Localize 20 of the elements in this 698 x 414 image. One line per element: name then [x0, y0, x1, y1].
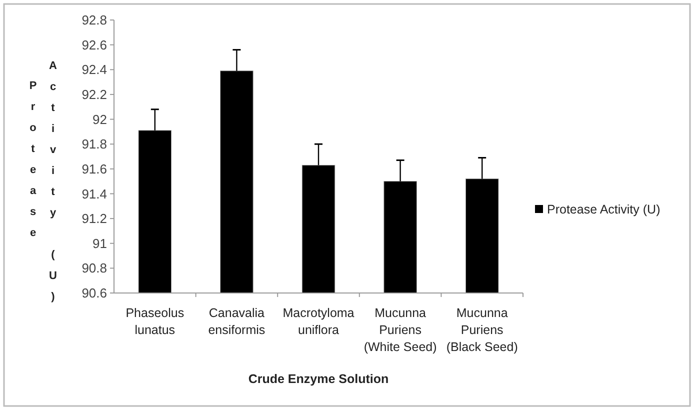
x-tick-label: Mucunna Puriens (White Seed): [364, 306, 437, 354]
x-tick-label: Macrotyloma uniflora: [282, 306, 354, 337]
y-tick-label: 92.8: [82, 12, 107, 28]
y-tick-label: 91.6: [82, 161, 107, 176]
y-tick-label: 91: [92, 236, 107, 251]
x-tick-label: Phaseolus lunatus: [126, 306, 184, 337]
x-tick-label: Mucunna Puriens (Black Seed): [446, 306, 518, 354]
y-tick-label: 92: [92, 112, 107, 127]
y-tick-label: 92.4: [82, 62, 107, 78]
x-axis-title: Crude Enzyme Solution: [248, 372, 389, 386]
y-tick-label: 92.6: [82, 37, 107, 52]
y-axis-title: Protease Activity (U): [27, 60, 59, 312]
legend-label: Protease Activity (U): [547, 202, 660, 216]
y-tick-label: 90.6: [82, 286, 107, 301]
x-tick-label: Canavalia ensiformis: [208, 306, 266, 337]
y-tick-label: 92.2: [82, 87, 107, 102]
y-tick-label: 91.2: [82, 211, 107, 226]
y-tick-label: 90.8: [82, 260, 107, 276]
y-tick-label: 91.8: [82, 136, 107, 152]
y-tick-label: 91.4: [82, 186, 107, 202]
